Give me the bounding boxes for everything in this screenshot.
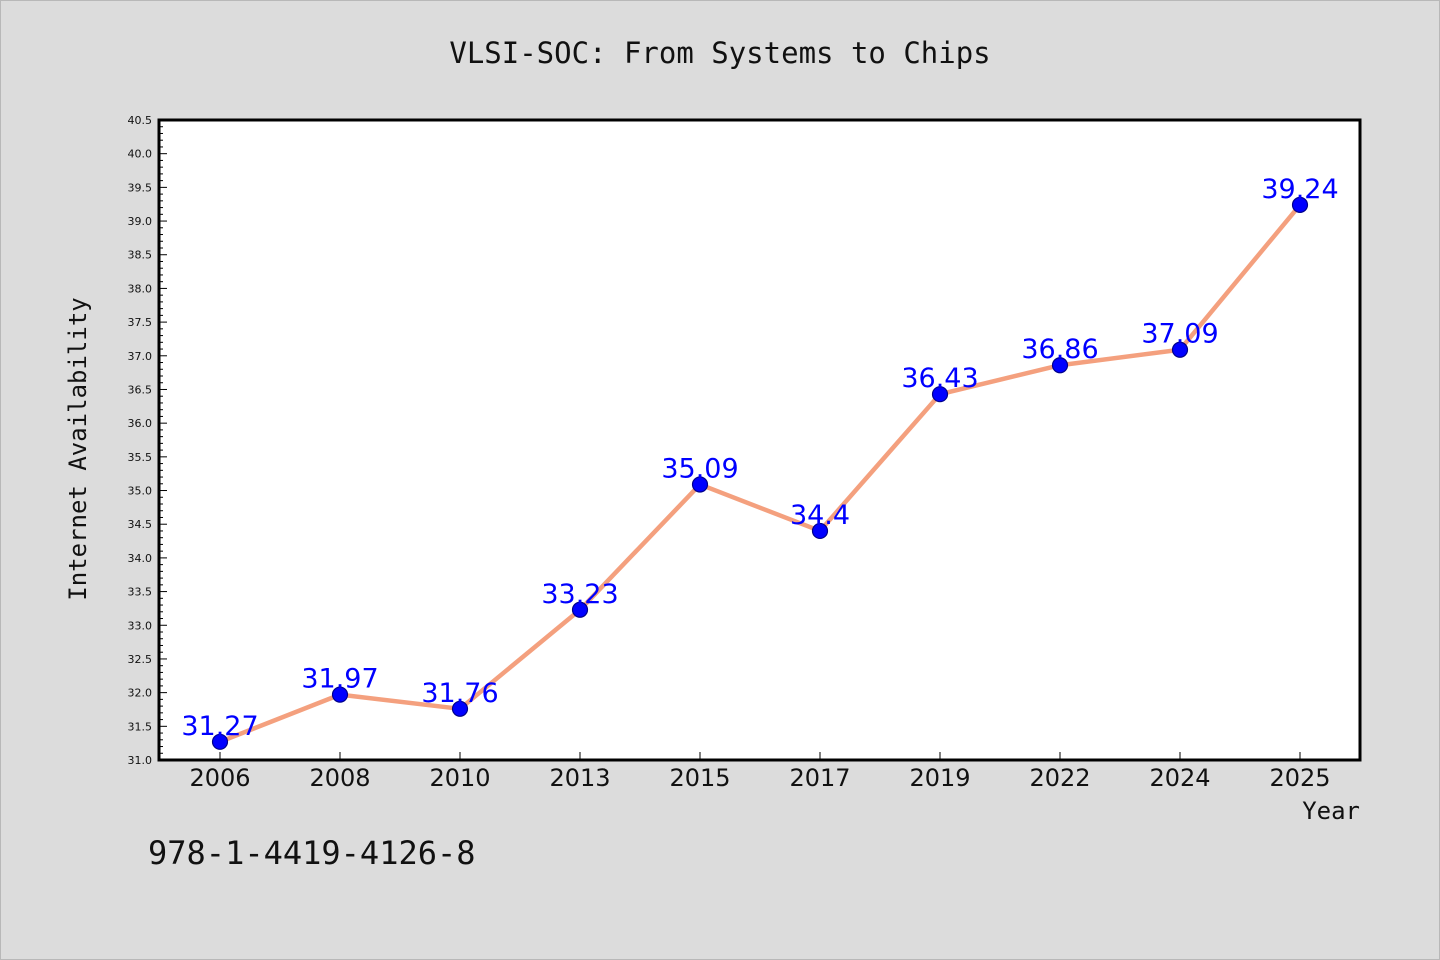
data-label: 36.86 — [1021, 334, 1098, 365]
data-label: 34.4 — [790, 500, 850, 531]
data-point — [451, 700, 469, 717]
x-tick-label: 2013 — [549, 764, 610, 792]
y-tick-label: 33.5 — [128, 586, 153, 599]
x-tick-label: 2006 — [189, 764, 250, 792]
data-label: 31.27 — [181, 711, 258, 742]
y-tick-label: 31.5 — [128, 720, 153, 733]
y-tick-label: 39.0 — [128, 215, 153, 228]
data-point — [211, 733, 229, 750]
x-tick-label: 2017 — [789, 764, 850, 792]
y-tick-label: 38.5 — [128, 249, 153, 262]
data-label: 31.76 — [421, 678, 498, 709]
y-tick-label: 33.0 — [128, 619, 153, 632]
data-label: 33.23 — [541, 579, 618, 610]
x-tick-label: 2022 — [1029, 764, 1090, 792]
y-tick-label: 38.0 — [128, 282, 153, 295]
data-label: 39.24 — [1261, 174, 1338, 205]
data-label: 37.09 — [1141, 319, 1218, 350]
x-axis-title: Year — [1302, 797, 1360, 825]
y-tick-label: 35.0 — [128, 485, 153, 498]
data-point — [1051, 357, 1069, 374]
data-label: 36.43 — [901, 363, 978, 394]
plot-area — [159, 120, 1360, 760]
y-tick-label: 36.5 — [128, 383, 153, 396]
data-point — [931, 386, 949, 403]
y-tick-label: 32.0 — [128, 687, 153, 700]
data-label: 31.97 — [301, 664, 378, 695]
y-tick-label: 34.5 — [128, 518, 153, 531]
y-tick-label: 40.0 — [128, 148, 153, 161]
data-point — [811, 522, 829, 540]
y-axis-title: Internet Availability — [64, 297, 92, 600]
data-point — [571, 601, 589, 618]
x-tick-label: 2024 — [1149, 764, 1210, 792]
y-tick-label: 35.5 — [128, 451, 153, 464]
y-tick-label: 31.0 — [128, 754, 153, 767]
x-tick-label: 2010 — [429, 764, 490, 792]
y-tick-label: 36.0 — [128, 417, 153, 430]
x-tick-label: 2025 — [1269, 764, 1330, 792]
x-tick-label: 2015 — [669, 764, 730, 792]
series-line — [217, 202, 1303, 745]
x-tick-label: 2008 — [309, 764, 370, 792]
tick-labels: 31.0 31.5 32.0 32.5 33.0 33.5 34.0 34.5 35.0 35.5… — [128, 114, 1331, 792]
y-tick-label: 37.5 — [128, 316, 153, 329]
y-tick-label: 34.0 — [128, 552, 153, 565]
y-tick-label: 32.5 — [128, 653, 153, 666]
data-point — [691, 476, 709, 493]
series-layer: 31.27 31.97 31.76 33.23 35.09 34.4 36.43 36.86 3… — [181, 174, 1339, 750]
plot-frame — [157, 118, 1362, 762]
chart-title: VLSI-SOC: From Systems to Chips — [449, 36, 990, 70]
x-tick-label: 2019 — [909, 764, 970, 792]
data-point — [1291, 196, 1309, 213]
y-tick-label: 40.5 — [128, 114, 153, 127]
data-point — [1171, 341, 1189, 358]
data-label: 35.09 — [661, 453, 738, 484]
y-tick-label: 37.0 — [128, 350, 153, 363]
y-tick-label: 39.5 — [128, 181, 153, 194]
isbn-footnote: 978-1-4419-4126-8 — [148, 834, 476, 872]
data-point — [331, 686, 349, 703]
